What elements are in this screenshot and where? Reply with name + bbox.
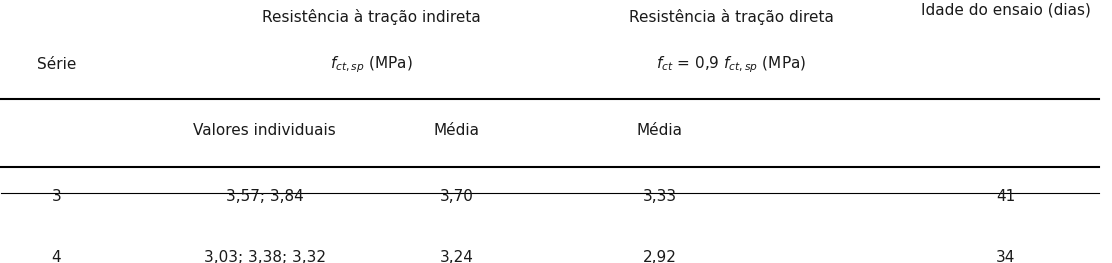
Text: Resistência à tração indireta: Resistência à tração indireta [262, 9, 481, 25]
Text: 3,33: 3,33 [643, 189, 677, 204]
Text: 2,92: 2,92 [643, 250, 677, 263]
Text: 3,70: 3,70 [440, 189, 474, 204]
Text: $f_{ct}$ = 0,9 $f_{ct,sp}$ (MPa): $f_{ct}$ = 0,9 $f_{ct,sp}$ (MPa) [656, 54, 806, 75]
Text: Série: Série [37, 57, 76, 72]
Text: Valores individuais: Valores individuais [193, 123, 336, 138]
Text: Resistência à tração direta: Resistência à tração direta [628, 9, 834, 25]
Text: Média: Média [637, 123, 683, 138]
Text: Média: Média [434, 123, 480, 138]
Text: 3,57; 3,84: 3,57; 3,84 [226, 189, 304, 204]
Text: 41: 41 [996, 189, 1015, 204]
Text: 3,24: 3,24 [440, 250, 474, 263]
Text: 3,03; 3,38; 3,32: 3,03; 3,38; 3,32 [203, 250, 326, 263]
Text: 3: 3 [51, 189, 61, 204]
Text: Idade do ensaio (dias): Idade do ensaio (dias) [921, 3, 1091, 18]
Text: $f_{ct,sp}$ (MPa): $f_{ct,sp}$ (MPa) [330, 54, 414, 75]
Text: 4: 4 [51, 250, 61, 263]
Text: 34: 34 [996, 250, 1015, 263]
